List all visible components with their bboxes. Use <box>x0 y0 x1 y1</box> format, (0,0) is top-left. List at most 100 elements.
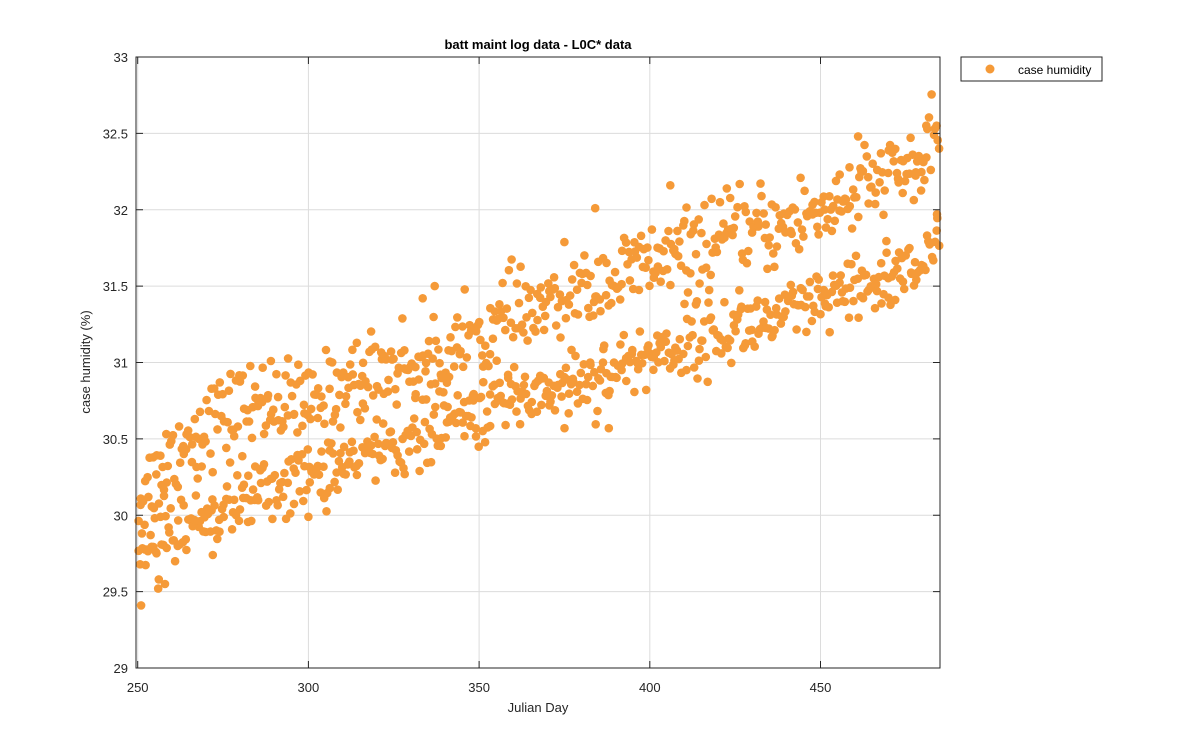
data-point <box>831 176 841 186</box>
data-point <box>649 365 658 375</box>
data-point <box>321 345 331 355</box>
data-point <box>481 341 490 351</box>
data-point <box>173 516 183 525</box>
data-point <box>226 369 235 379</box>
data-point <box>229 495 239 505</box>
data-point <box>801 302 810 312</box>
data-point <box>550 283 560 293</box>
data-point <box>215 378 225 387</box>
data-point <box>735 286 744 295</box>
data-point <box>823 214 832 224</box>
data-point <box>490 307 500 316</box>
data-point <box>348 345 357 355</box>
data-point <box>787 229 796 239</box>
data-point <box>335 390 344 400</box>
data-point <box>286 509 295 518</box>
data-point <box>750 342 759 351</box>
data-point <box>917 167 926 177</box>
data-point <box>460 431 469 441</box>
data-point <box>501 420 510 430</box>
data-point <box>484 361 493 371</box>
data-point <box>319 401 328 410</box>
data-point <box>400 469 410 479</box>
data-point <box>347 437 357 447</box>
data-point <box>429 410 439 419</box>
data-point <box>583 280 592 290</box>
data-point <box>860 140 869 150</box>
data-point <box>272 369 281 379</box>
data-point <box>451 418 461 428</box>
data-point <box>880 186 889 195</box>
data-point <box>659 246 668 256</box>
data-point <box>926 165 936 175</box>
data-point <box>547 391 557 400</box>
data-point <box>704 285 714 295</box>
data-point <box>244 417 254 426</box>
data-point <box>495 300 504 309</box>
data-point <box>430 379 440 388</box>
data-point <box>720 297 729 307</box>
data-point <box>868 159 877 168</box>
data-point <box>835 170 844 179</box>
data-point <box>589 311 598 320</box>
data-point <box>195 407 205 417</box>
data-point <box>694 215 703 224</box>
data-point <box>512 279 522 288</box>
data-point <box>336 423 345 432</box>
data-point <box>458 418 468 427</box>
data-point <box>201 437 210 446</box>
data-point <box>607 298 616 308</box>
data-point <box>636 231 646 241</box>
data-point <box>854 313 863 323</box>
data-point <box>516 262 525 272</box>
data-point <box>564 300 574 309</box>
data-point <box>742 258 752 268</box>
data-point <box>191 491 201 500</box>
data-point <box>153 584 163 593</box>
data-point <box>805 292 814 301</box>
data-point <box>596 306 605 316</box>
data-point <box>136 601 146 610</box>
data-point <box>934 144 944 153</box>
data-point <box>675 237 684 246</box>
data-point <box>673 226 682 236</box>
data-point <box>524 293 534 303</box>
data-point <box>420 417 430 427</box>
data-point <box>331 404 341 414</box>
data-point <box>269 405 278 415</box>
data-point <box>463 411 473 421</box>
data-point <box>496 391 506 401</box>
data-point <box>845 201 855 211</box>
data-point <box>412 445 422 454</box>
data-point <box>595 376 605 385</box>
data-point <box>863 172 873 182</box>
data-point <box>764 241 773 250</box>
data-point <box>673 251 683 261</box>
y-tick-label: 29 <box>114 661 128 676</box>
data-point <box>695 344 704 354</box>
data-point <box>485 349 495 359</box>
data-point <box>306 404 316 414</box>
data-point <box>485 421 495 431</box>
data-point <box>754 222 763 231</box>
data-point <box>590 203 600 213</box>
data-point <box>206 449 215 458</box>
data-point <box>867 182 876 191</box>
data-point <box>725 336 735 345</box>
data-point <box>213 534 222 544</box>
data-point <box>434 345 443 354</box>
data-point <box>294 360 303 370</box>
data-point <box>165 528 174 537</box>
data-point <box>835 278 844 288</box>
data-point <box>537 400 546 410</box>
data-point <box>576 368 586 378</box>
data-point <box>162 478 171 487</box>
data-point <box>235 505 245 514</box>
data-point <box>363 382 373 392</box>
data-point <box>656 342 666 352</box>
data-point <box>679 349 688 359</box>
data-point <box>253 495 263 505</box>
data-point <box>852 192 861 202</box>
data-point <box>733 202 742 212</box>
